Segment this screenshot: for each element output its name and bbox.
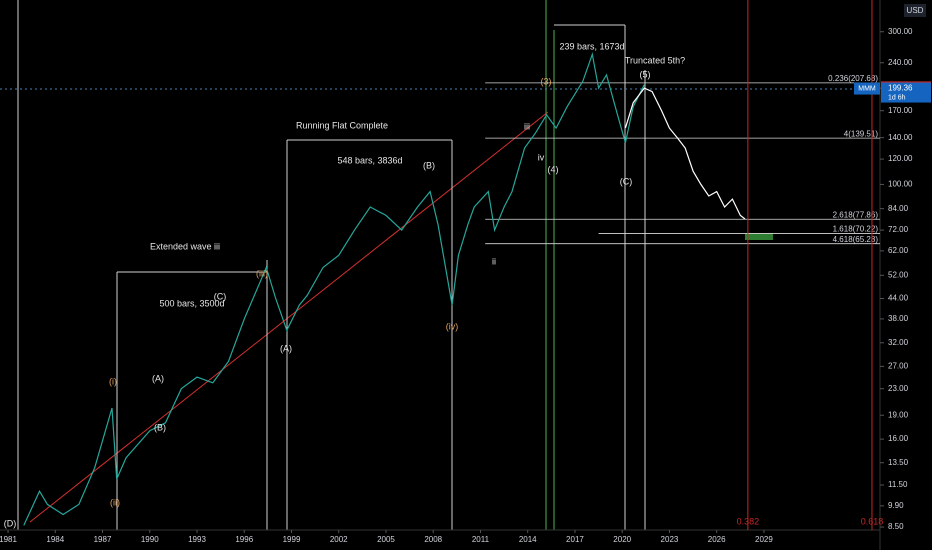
y-tick-label: 300.00 [888, 27, 913, 36]
wave-annotation: (iii) [256, 268, 268, 278]
x-tick-label: 2017 [566, 535, 584, 544]
y-tick-label: 170.00 [888, 106, 913, 115]
wave-annotation: (3) [541, 76, 552, 86]
y-tick-label: 52.00 [888, 270, 909, 279]
y-tick-label: 11.50 [888, 480, 908, 489]
y-tick-label: 38.00 [888, 314, 909, 323]
target-zone [745, 233, 773, 240]
countdown-label: 1d 6h [888, 94, 906, 101]
wave-annotation: 500 bars, 3500d [159, 298, 224, 308]
wave-annotation: (iv) [446, 321, 459, 331]
wave-annotation: (4) [548, 164, 559, 174]
y-tick-label: 240.00 [888, 58, 913, 67]
x-tick-label: 2014 [519, 535, 537, 544]
x-tick-label: 2020 [613, 535, 631, 544]
time-fib-label: 0.618 [861, 516, 884, 526]
wave-annotation: ii [492, 256, 496, 266]
y-tick-label: 120.00 [888, 154, 913, 163]
trend-channel [29, 111, 549, 523]
wave-annotation: (i) [109, 376, 117, 386]
fib-level-label: 1.618(70.22) [833, 225, 879, 234]
y-tick-label: 72.00 [888, 225, 909, 234]
price-line [23, 51, 645, 526]
x-tick-label: 1999 [283, 535, 301, 544]
x-tick-label: 2023 [661, 535, 679, 544]
y-tick-label: 27.00 [888, 362, 909, 371]
wave-annotation: (ii) [110, 497, 120, 507]
y-tick-label: 13.50 [888, 458, 909, 467]
wave-annotation: iii [524, 121, 530, 131]
wave-annotation: (C) [214, 291, 227, 301]
time-fib-label: 0.382 [737, 516, 760, 526]
x-tick-label: 2026 [708, 535, 726, 544]
y-tick-label: 16.00 [888, 434, 909, 443]
symbol-tag-label: MMM [858, 85, 876, 92]
x-tick-label: 2008 [424, 535, 442, 544]
y-tick-label: 44.00 [888, 294, 909, 303]
wave-annotation: iv [538, 152, 545, 162]
wave-annotation: 548 bars, 3836d [337, 155, 402, 165]
y-tick-label: 8.50 [888, 522, 904, 531]
x-tick-label: 2005 [377, 535, 395, 544]
x-tick-label: 1993 [188, 535, 206, 544]
x-tick-label: 1996 [235, 535, 253, 544]
wave-annotation: (D) [4, 518, 17, 528]
x-tick-label: 2011 [472, 535, 490, 544]
fib-level-label: 4(139.51) [844, 129, 879, 138]
y-tick-label: 100.00 [888, 180, 913, 189]
fib-level-label: 0.236(207.68) [828, 74, 878, 83]
last-tag-label: 199.36 [888, 84, 913, 93]
y-tick-label: 32.00 [888, 338, 909, 347]
wave-annotation: (B) [154, 422, 166, 432]
wave-annotation: Running Flat Complete [296, 120, 388, 130]
last-tag [881, 82, 931, 103]
x-tick-label: 2029 [755, 535, 773, 544]
y-tick-label: 19.00 [888, 410, 909, 419]
wave-annotation: (B) [423, 160, 435, 170]
x-tick-label: 1981 [0, 535, 17, 544]
wave-annotation: (A) [152, 373, 164, 383]
y-tick-label: 23.00 [888, 384, 909, 393]
y-tick-label: 9.90 [888, 501, 904, 510]
y-tick-label: 140.00 [888, 133, 913, 142]
currency-label: USD [907, 6, 924, 15]
y-tick-label: 84.00 [888, 204, 909, 213]
wave-annotation: Truncated 5th? [625, 55, 685, 65]
wave-annotation: 239 bars, 1673d [559, 41, 624, 51]
wave-annotation: Extended wave iii [150, 241, 220, 251]
fib-level-label: 2.618(77.86) [833, 210, 879, 219]
y-tick-label: 62.00 [888, 246, 909, 255]
x-tick-label: 1984 [46, 535, 64, 544]
wave-annotation: (A) [280, 343, 292, 353]
x-tick-label: 1990 [141, 535, 159, 544]
x-tick-label: 2002 [330, 535, 348, 544]
symbol-tag [854, 82, 880, 95]
wave-annotation: (C) [620, 176, 633, 186]
fib-level-label: 4.618(65.28) [833, 235, 879, 244]
price-line [624, 87, 746, 220]
currency-box [904, 4, 926, 17]
x-tick-label: 1987 [94, 535, 112, 544]
wave-annotation: (5) [640, 69, 651, 79]
